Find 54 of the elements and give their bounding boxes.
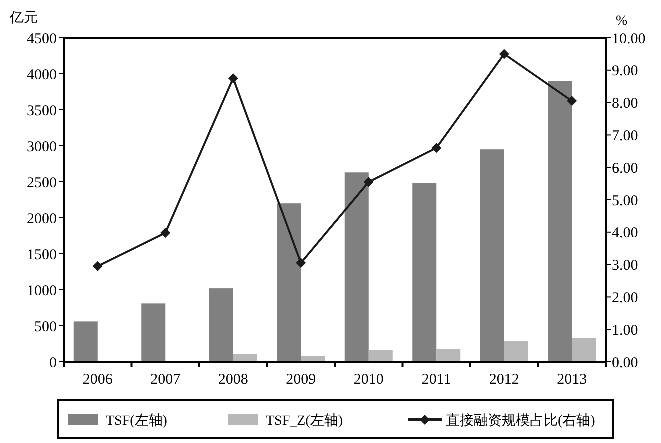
bar — [74, 322, 98, 362]
x-tick-label: 2011 — [422, 372, 452, 388]
legend-label: TSF(左轴) — [106, 413, 168, 429]
y2-tick-label: 1.00 — [612, 322, 638, 339]
y-tick-label: 2500 — [27, 175, 57, 192]
point — [92, 261, 103, 272]
bar — [277, 204, 302, 362]
y2-tick-label: 9.00 — [612, 64, 638, 80]
point — [567, 96, 578, 106]
bar — [368, 350, 393, 362]
y-tick-label: 500 — [34, 319, 57, 336]
bar — [344, 172, 369, 362]
y-tick-label: 0 — [50, 355, 57, 372]
x-tick-label: 2006 — [82, 372, 114, 388]
x-tick-label: 2010 — [354, 372, 384, 388]
y-axis-title: 亿元 — [9, 10, 38, 26]
point — [228, 74, 238, 84]
y-tick-label: 1000 — [27, 283, 57, 300]
x-tick-label: 2012 — [489, 372, 520, 388]
y2-tick-label: 4.00 — [612, 226, 638, 242]
x-tick-label: 2013 — [557, 372, 588, 388]
bar — [142, 304, 166, 362]
y2-tick-label: 5.00 — [612, 193, 638, 210]
y2-tick-label: 0.00 — [612, 355, 638, 372]
bar — [504, 341, 528, 362]
y2-tick-label: 3.00 — [612, 258, 638, 274]
point — [296, 258, 306, 268]
y-tick-label: 2000 — [27, 211, 57, 228]
bar — [572, 338, 596, 362]
y-tick-label: 1500 — [27, 247, 57, 264]
y2-tick-label: 8.00 — [612, 96, 638, 112]
bar — [480, 150, 504, 362]
y2-axis-title: % — [616, 14, 628, 29]
bar — [548, 81, 572, 362]
x-tick-label: 2009 — [286, 372, 316, 388]
point — [160, 228, 171, 238]
y-tick-label: 3500 — [27, 103, 57, 120]
point — [432, 143, 442, 154]
point — [499, 49, 510, 60]
bar — [209, 288, 234, 362]
legend-label: TSF_Z(左轴) — [266, 413, 344, 429]
point — [364, 177, 374, 188]
y2-tick-label: 6.00 — [612, 160, 638, 177]
y-tick-label: 4000 — [27, 67, 57, 84]
x-tick-label: 2007 — [150, 372, 182, 388]
bar — [436, 349, 461, 362]
y-tick-label: 4500 — [27, 31, 57, 48]
bar — [412, 183, 437, 362]
y2-tick-label: 7.00 — [612, 128, 638, 144]
legend-label: 直接融资规模占比(右轴) — [446, 413, 596, 429]
x-tick-label: 2008 — [218, 372, 248, 388]
y2-tick-label: 2.00 — [612, 290, 638, 306]
y-tick-label: 3000 — [27, 139, 57, 156]
y2-tick-label: 10.00 — [612, 31, 646, 48]
